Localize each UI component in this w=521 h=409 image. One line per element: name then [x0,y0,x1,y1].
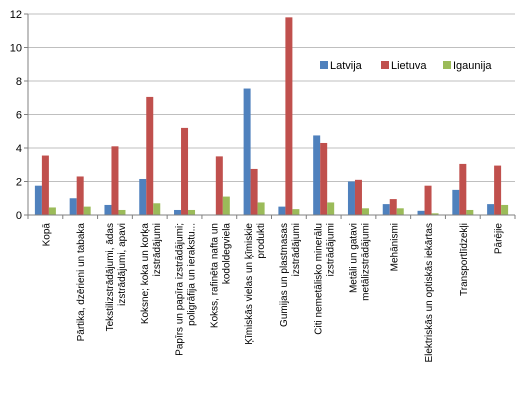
x-tick-label: Papīrs un papīra izstrādājumi;poligrāfij… [175,223,198,356]
axes [24,13,516,219]
x-tick-label: Kopā [41,223,52,247]
bar-lietuva [146,96,154,215]
bar-lietuva [41,155,49,215]
legend-swatch-lietuva [381,61,389,69]
bar-igaunija [153,203,161,215]
bar-lietuva [215,156,223,215]
bar-igaunija [83,206,91,215]
bar-igaunija [257,202,265,215]
bar-lietuva [76,176,84,215]
bar-igaunija [501,204,509,215]
bar-latvija [243,88,251,215]
x-tick-label: Koksne; koka un korķaizstrādājumi [140,223,163,325]
x-tick-label: Metāli un gatavimetālizstrādājumi [348,223,371,301]
legend-label-lietuva: Lietuva [391,60,427,72]
bar-igaunija [188,209,196,215]
y-tick-label: 8 [16,76,22,88]
bar-igaunija [327,202,335,215]
x-tick-label: Transportlīdzekļi [459,223,470,296]
bar-latvija [34,185,42,215]
bar-latvija [139,178,147,215]
bar-latvija [278,206,286,215]
bar-lietuva [111,146,119,215]
bar-latvija [382,204,390,215]
bar-igaunija [222,196,230,215]
bar-igaunija [431,213,439,215]
x-tick-label: Citi nemetālisko minerāluizstrādājumi [314,223,337,335]
bar-latvija [69,198,77,215]
legend-swatch-igaunija [443,61,451,69]
x-tick-label: Kokss, rafinēta nafta unkodoldegviela [209,223,232,329]
x-tick-label: Ķīmiskās vielas un ķīmiskieprodukti [244,223,267,345]
bar-latvija [347,181,355,215]
legend-label-latvija: Latvija [330,60,363,72]
y-tick-label: 12 [10,9,22,21]
y-axis-ticks: 0 2 4 6 8 10 12 [10,9,22,222]
bar-lietuva [285,17,293,215]
x-tick-label: Elektriskās un optiskās iekārtas [424,223,435,363]
bar-lietuva [459,163,467,215]
x-tick-label: Pārējie [494,223,505,255]
legend-swatch-latvija [320,61,328,69]
bar-igaunija [292,209,300,215]
bar-lietuva [494,165,502,215]
x-tick-label: Tekstilizstrādājumi, ādasizstrādājumi, a… [105,223,128,331]
legend: Latvija Lietuva Igaunija [320,60,492,72]
gridlines [28,13,515,182]
bar-latvija [487,204,495,215]
bar-igaunija [118,209,126,215]
bar-lietuva [389,199,397,215]
x-tick-label: Pārtika, dzērieni un tabaka [76,223,87,342]
bar-lietuva [424,185,432,215]
bar-latvija [452,189,460,215]
bar-latvija [417,210,425,215]
x-axis-ticks: Kopā Pārtika, dzērieni un tabaka Tekstiliz… [41,223,504,363]
bars [34,17,509,215]
bar-igaunija [466,209,474,215]
bar-igaunija [48,207,56,215]
x-tick-label: Mehānismi [389,223,400,271]
bar-latvija [313,135,321,215]
bar-igaunija [396,208,404,215]
bar-lietuva [250,168,258,215]
y-tick-label: 4 [16,143,22,155]
bar-lietuva [181,127,189,215]
bar-lietuva [354,179,362,215]
x-tick-label: Gumijas un plastmasasizstrādājumi [279,223,302,327]
bar-latvija [174,209,182,215]
y-tick-label: 6 [16,110,22,122]
bar-lietuva [320,142,328,215]
y-tick-label: 10 [10,43,22,55]
y-tick-label: 0 [16,210,22,222]
y-tick-label: 2 [16,177,22,189]
legend-label-igaunija: Igaunija [453,60,492,72]
bar-igaunija [361,208,369,215]
bar-latvija [104,204,112,215]
